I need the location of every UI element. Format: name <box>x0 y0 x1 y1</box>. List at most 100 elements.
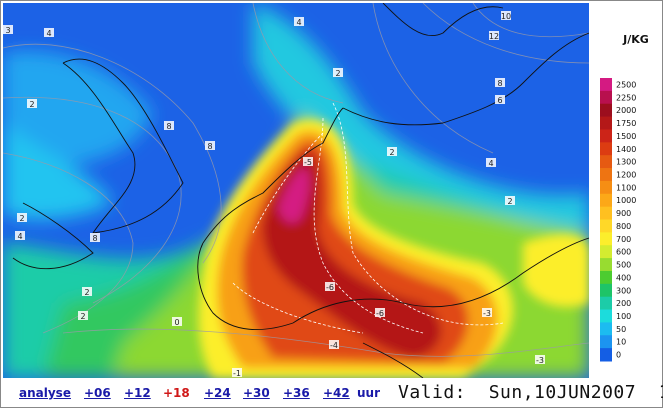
contour-label: 4 <box>15 231 25 241</box>
contour-label-text: -4 <box>330 341 338 350</box>
step-link[interactable]: +30 <box>243 386 270 400</box>
legend-swatch <box>600 142 612 156</box>
contour-label: 2 <box>505 196 515 206</box>
label-box <box>44 28 54 37</box>
contour-label-text: 2 <box>19 214 24 223</box>
contour-label-text: 8 <box>92 234 97 243</box>
legend-swatch <box>600 322 612 336</box>
legend: J/KG 25002250200017501500140013001200110… <box>600 33 649 362</box>
legend-label: 100 <box>616 312 631 321</box>
contour-label-text: 2 <box>507 197 512 206</box>
legend-label: 800 <box>616 222 631 231</box>
label-box <box>486 158 496 167</box>
contour-label: 4 <box>44 28 54 38</box>
isobars <box>3 3 589 357</box>
legend-swatch <box>600 90 612 105</box>
legend-label: 0 <box>616 351 621 360</box>
legend-unit: J/KG <box>622 33 649 46</box>
step-link[interactable]: +36 <box>283 386 310 400</box>
step-link[interactable]: +42 <box>323 386 350 400</box>
legend-swatch <box>600 219 612 233</box>
label-box <box>495 95 505 104</box>
step-link[interactable]: +24 <box>204 386 231 400</box>
legend-swatch <box>600 155 612 169</box>
label-box <box>15 231 25 240</box>
contour-label: 2 <box>82 287 92 297</box>
label-box <box>3 25 13 34</box>
legend-swatch <box>600 129 612 143</box>
label-box <box>325 282 335 291</box>
legend-label: 1200 <box>616 170 636 179</box>
step-unit: uur <box>357 386 381 400</box>
cape-field <box>3 3 589 378</box>
current-step: +18 <box>163 386 190 400</box>
legend-swatch <box>600 296 612 311</box>
contour-label-text: 4 <box>17 232 22 241</box>
cin-contours <box>232 102 504 334</box>
legend-label: 500 <box>616 261 631 270</box>
label-box <box>387 147 397 156</box>
step-link[interactable]: analyse <box>19 386 71 400</box>
legend-swatch <box>600 232 612 246</box>
contour-label-text: 6 <box>497 96 502 105</box>
legend-label: 50 <box>616 325 626 334</box>
contour-label: -5 <box>303 157 313 167</box>
step-link[interactable]: +12 <box>124 386 151 400</box>
legend-label: 1750 <box>616 119 636 128</box>
legend-label: 1000 <box>616 196 636 205</box>
legend-label: 1300 <box>616 158 636 167</box>
contour-label: 8 <box>90 233 100 243</box>
legend-label: 600 <box>616 248 631 257</box>
label-box <box>303 157 313 166</box>
legend-swatch <box>600 116 612 130</box>
legend-swatch <box>600 258 612 272</box>
legend-label: 1400 <box>616 145 636 154</box>
nav-bar: analyse +06 +12 +18 +24 +30 +36 +42 uur Valid: Su… <box>0 381 663 405</box>
step-link[interactable]: +06 <box>84 386 111 400</box>
label-box <box>489 31 499 40</box>
legend-swatch <box>600 78 612 92</box>
contour-label: 4 <box>486 158 496 168</box>
contour-label-text: -5 <box>304 158 312 167</box>
contour-label: 4 <box>294 17 304 27</box>
contour-label: 3 <box>3 25 13 35</box>
contour-label: 2 <box>17 213 27 223</box>
contour-label-text: -6 <box>376 309 384 318</box>
label-box <box>501 11 511 20</box>
valid-time: Valid: Sun,10JUN2007 18Z <box>398 382 663 403</box>
legend-swatch <box>600 103 612 118</box>
legend-swatch <box>600 270 612 285</box>
contour-label-text: 10 <box>501 12 511 21</box>
legend-swatch <box>600 245 612 259</box>
contour-label-text: -3 <box>483 309 491 318</box>
legend-swatch <box>600 309 612 323</box>
map: 3 4 4 2 8 8 2 2 4 8 2 2 0 -1 -4 -6 -6 -3 -3 -5 2 4 2 12 10 8 6 <box>3 3 589 378</box>
legend-swatch <box>600 193 612 208</box>
label-box <box>375 308 385 317</box>
coastlines <box>12 3 589 378</box>
legend-swatch <box>600 348 612 362</box>
legend-label: 1500 <box>616 132 636 141</box>
contour-label: -3 <box>482 308 492 318</box>
label-box <box>27 99 37 108</box>
contour-label-text: -6 <box>326 283 334 292</box>
contour-label-text: 8 <box>207 142 212 151</box>
contour-label: 10 <box>501 11 511 21</box>
legend-label: 1100 <box>616 183 636 192</box>
label-box <box>172 317 182 326</box>
contour-label-text: 8 <box>497 79 502 88</box>
legend-label: 400 <box>616 273 631 282</box>
contour-label: 8 <box>205 141 215 151</box>
legend-label: 900 <box>616 209 631 218</box>
label-box <box>294 17 304 26</box>
contour-label-text: 4 <box>46 29 51 38</box>
contour-label-text: 3 <box>5 26 10 35</box>
contour-label: -6 <box>375 308 385 318</box>
contour-label-text: 2 <box>84 288 89 297</box>
label-box <box>333 68 343 77</box>
label-box <box>82 287 92 296</box>
contour-label: 6 <box>495 95 505 105</box>
contour-label-text: 12 <box>489 32 499 41</box>
contour-label-text: -3 <box>536 356 544 365</box>
legend-swatch <box>600 283 612 298</box>
